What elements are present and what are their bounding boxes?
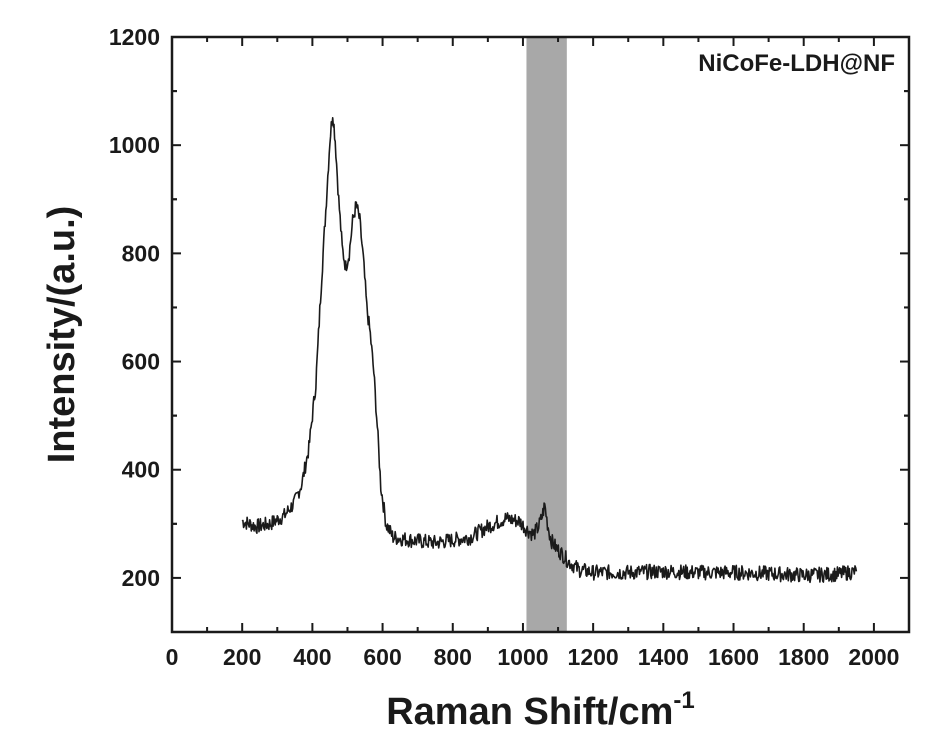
x-tick-label: 400: [293, 644, 331, 670]
y-tick-label: 400: [122, 457, 160, 483]
x-tick-label: 1600: [708, 644, 759, 670]
y-tick-label: 800: [122, 240, 160, 266]
sample-label: NiCoFe-LDH@NF: [698, 50, 895, 77]
x-tick-label: 0: [166, 644, 179, 670]
shaded-band: [526, 37, 566, 632]
x-tick-label: 2000: [848, 644, 899, 670]
x-tick-label: 1000: [497, 644, 548, 670]
x-axis-title-text: Raman Shift/cm: [386, 691, 673, 733]
y-tick-label: 1000: [109, 132, 160, 158]
shaded-band-layer: [526, 37, 566, 632]
x-tick-label: 600: [363, 644, 401, 670]
x-tick-label: 200: [223, 644, 261, 670]
y-axis-title: Intensity/(a.u.): [41, 206, 83, 464]
y-tick-label: 600: [122, 349, 160, 375]
x-tick-label: 1200: [568, 644, 619, 670]
x-tick-label: 1800: [778, 644, 829, 670]
y-tick-label: 1200: [109, 24, 160, 50]
x-axis-title: Raman Shift/cm-1: [386, 687, 695, 733]
x-tick-label: 800: [434, 644, 472, 670]
y-tick-label: 200: [122, 565, 160, 591]
x-tick-label: 1400: [638, 644, 689, 670]
x-axis-title-superscript: -1: [673, 687, 694, 714]
